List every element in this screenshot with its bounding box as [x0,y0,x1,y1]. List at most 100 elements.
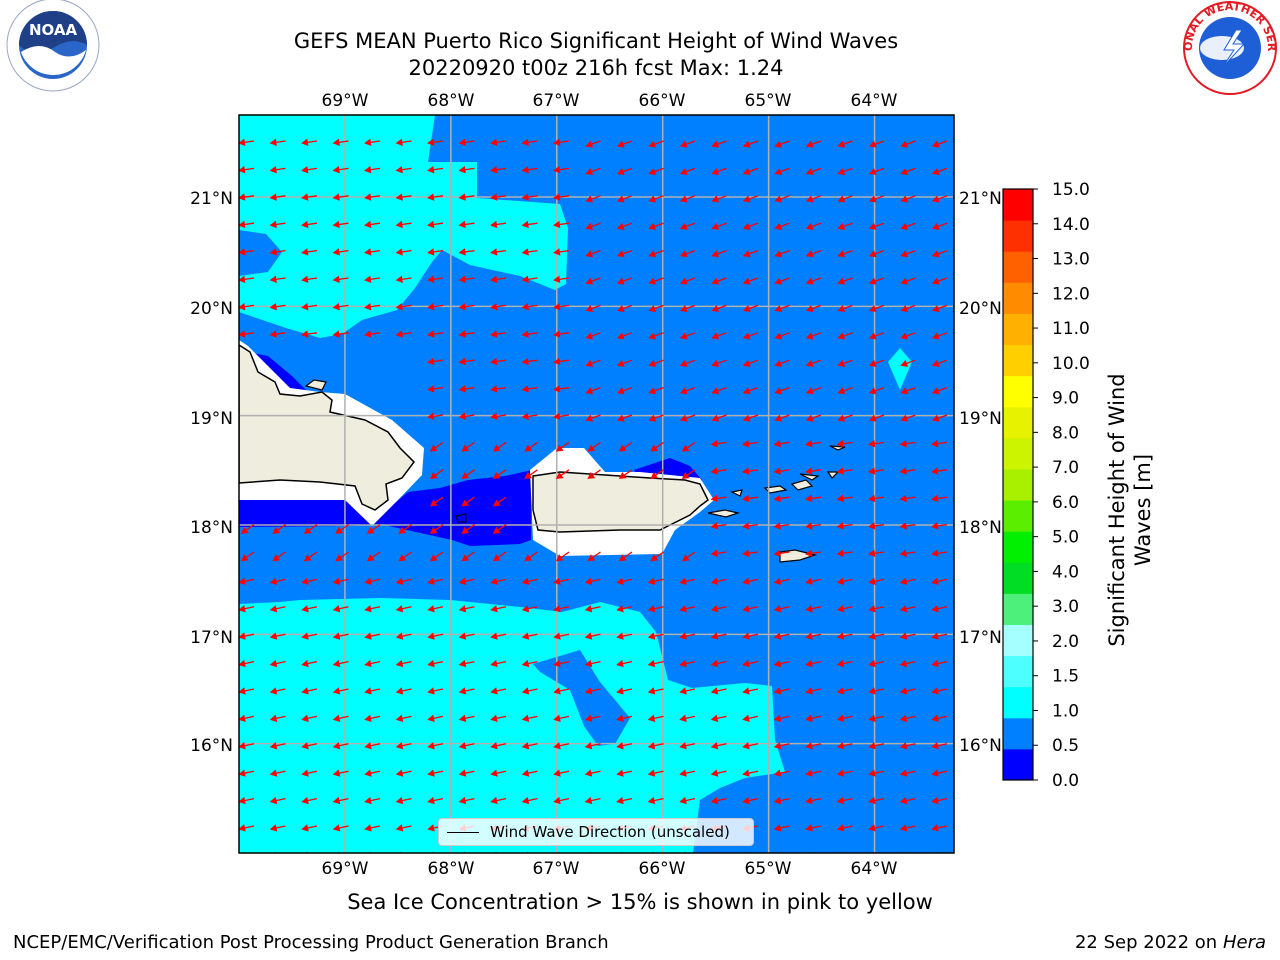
colorbar-tick-label: 15.0 [1052,180,1090,200]
wave-direction-arrow [711,359,727,367]
wave-direction-arrow [427,385,444,393]
wave-direction-arrow [805,195,822,203]
wave-direction-arrow [332,330,349,338]
wave-direction-arrow [332,166,349,174]
colorbar-swatch [1003,282,1033,314]
wave-direction-arrow [805,605,822,613]
wave-direction-arrow [650,551,664,562]
wave-direction-arrow [836,577,853,585]
wave-direction-arrow [868,687,885,695]
wave-direction-arrow [742,277,759,285]
wave-direction-arrow [679,414,696,422]
wave-direction-arrow [239,687,255,695]
wave-direction-arrow [553,577,570,585]
wave-direction-arrow [648,222,664,230]
wave-direction-arrow [301,275,318,283]
wave-direction-arrow [553,248,570,256]
wave-direction-arrow [931,359,948,367]
wave-direction-arrow [805,440,822,448]
wave-direction-arrow [711,414,727,422]
wave-direction-arrow [553,220,570,229]
wave-direction-arrow [931,549,948,557]
colorbar-swatch [1003,251,1033,283]
wave-direction-arrow [427,605,444,613]
wave-direction-arrow [616,386,633,395]
colorbar-swatch [1003,531,1033,563]
wave-direction-arrow [458,166,475,174]
wave-direction-arrow [773,742,790,750]
wave-direction-arrow [364,714,381,722]
wave-direction-arrow [269,577,286,585]
wave-direction-arrow [395,605,412,613]
wave-direction-arrow [521,714,538,722]
wave-direction-arrow [521,193,538,201]
wave-direction-arrow [648,386,664,395]
wave-direction-arrow [742,249,759,258]
wave-direction-arrow [805,796,822,805]
wave-direction-arrow [492,551,507,562]
wave-direction-arrow [805,386,822,395]
colorbar-tick-label: 5.0 [1052,528,1079,548]
wave-direction-arrow [742,467,759,475]
wave-direction-arrow [868,467,885,475]
lon-labels-bottom: 69°W 68°W 67°W 66°W 65°W 64°W [322,859,898,879]
wave-direction-arrow [427,687,444,695]
wave-direction-arrow [524,469,538,480]
wave-direction-arrow [521,659,538,668]
footer-date: 22 Sep 2022 on Hera [1075,932,1266,953]
wave-direction-arrow [490,605,507,613]
wave-direction-arrow [332,687,349,695]
wave-direction-arrow [364,166,381,174]
wave-direction-arrow [868,222,885,230]
wave-direction-arrow [868,440,885,448]
wave-direction-arrow [711,277,727,285]
wave-direction-arrow [490,687,507,695]
wave-direction-arrow [836,522,853,530]
wave-direction-arrow [868,332,885,340]
wave-direction-arrow [301,330,318,338]
wave-direction-arrow [805,659,822,668]
wave-direction-arrow [805,577,822,585]
chart-title-line1: GEFS MEAN Puerto Rico Significant Height… [293,29,899,53]
lon-label: 65°W [745,859,792,879]
wave-direction-arrow [429,496,444,507]
wave-direction-arrow [931,742,948,750]
virgin-islands-land [707,445,846,563]
colorbar-swatch [1003,717,1033,750]
wave-direction-arrow [868,549,885,557]
colorbar-tick-label: 3.0 [1052,597,1079,617]
wave-direction-arrow [427,659,444,668]
wave-direction-arrow [742,687,759,695]
wave-direction-arrow [458,605,475,613]
wave-direction-arrow [648,414,664,422]
colorbar-tick-label: 6.0 [1052,493,1079,513]
wave-direction-arrow [301,769,318,777]
wave-direction-arrow [553,357,570,366]
wave-direction-arrow [458,632,475,640]
wave-direction-arrow [458,138,475,146]
wave-direction-arrow [711,222,727,230]
svg-text:NATIONAL WEATHER SERVICE: NATIONAL WEATHER SERVICE [0,0,1278,52]
wave-direction-arrow [521,138,538,146]
noaa-logo-text: NOAA [29,21,78,39]
wave-direction-arrow [900,386,916,395]
wave-direction-arrow [490,577,507,585]
wave-direction-arrow [553,687,570,695]
wave-direction-arrow [679,577,696,585]
wave-direction-arrow [899,467,916,475]
wave-direction-arrow [585,359,601,367]
wave-direction-arrow [868,277,885,285]
wave-direction-arrow [647,769,664,777]
colorbar-swatch [1003,189,1033,221]
wave-direction-arrow [427,577,444,585]
wave-direction-arrow [458,385,475,393]
wave-direction-arrow [774,140,790,148]
wave-direction-arrow [240,551,255,562]
wave-direction-arrow [931,494,948,503]
wave-direction-arrow [521,742,538,750]
wave-direction-arrow [553,632,570,640]
wave-direction-arrow [773,522,790,530]
colorbar-tick-label: 4.0 [1052,562,1079,582]
nws-logo-text: NATIONAL WEATHER SERVICE [0,0,1278,52]
wave-direction-arrow [679,304,696,313]
